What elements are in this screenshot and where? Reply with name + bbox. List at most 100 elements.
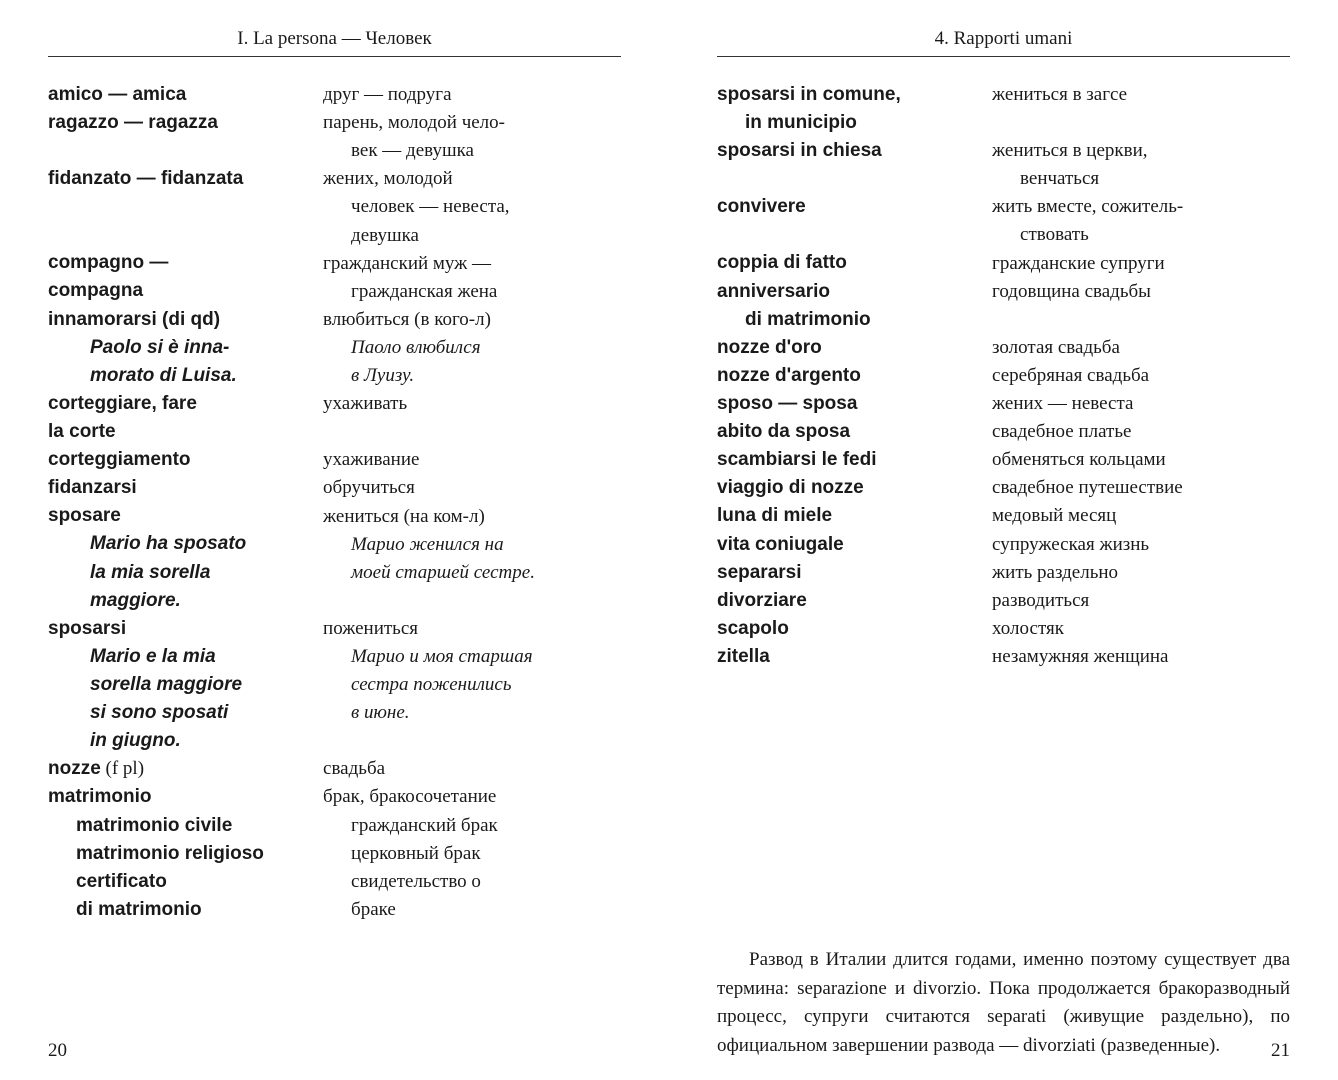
vocab-line: супружеская жизнь	[992, 531, 1290, 559]
right-russian-column: жениться в загсежениться в церкви,венчат…	[992, 81, 1290, 906]
left-page-header: I. La persona — Человек	[48, 28, 621, 57]
vocab-line: morato di Luisa.	[48, 362, 315, 390]
vocab-line	[992, 306, 1290, 334]
vocab-line: maggiore.	[48, 587, 315, 615]
vocab-line	[323, 418, 621, 446]
vocab-line: matrimonio religioso	[48, 840, 315, 868]
vocab-line: Марио женился на	[323, 531, 621, 559]
vocab-line: свадьба	[323, 755, 621, 783]
vocab-line: sposarsi	[48, 615, 315, 643]
vocab-line: церковный брак	[323, 840, 621, 868]
vocab-line	[992, 109, 1290, 137]
vocab-line	[717, 165, 984, 193]
vocab-line: sorella maggiore	[48, 671, 315, 699]
vocab-line: обручиться	[323, 474, 621, 502]
vocab-line: жених — невеста	[992, 390, 1290, 418]
vocab-line: sposarsi in chiesa	[717, 137, 984, 165]
vocab-line: браке	[323, 896, 621, 924]
vocab-line: zitella	[717, 643, 984, 671]
left-page: I. La persona — Человек amico — amicarag…	[0, 0, 669, 1080]
vocab-line: matrimonio	[48, 783, 315, 811]
vocab-line: la mia sorella	[48, 559, 315, 587]
vocab-line: anniversario	[717, 278, 984, 306]
vocab-line: разводиться	[992, 587, 1290, 615]
vocab-line: compagno —	[48, 249, 315, 277]
vocab-line: divorziare	[717, 587, 984, 615]
vocab-line: luna di miele	[717, 502, 984, 530]
vocab-line: ragazzo — ragazza	[48, 109, 315, 137]
vocab-line: брак, бракосочетание	[323, 783, 621, 811]
vocab-line: обменяться кольцами	[992, 446, 1290, 474]
left-vocab-table: amico — amicaragazzo — ragazza fidanzato …	[48, 81, 621, 1060]
left-page-number: 20	[48, 1040, 67, 1062]
vocab-line: незамужняя женщина	[992, 643, 1290, 671]
vocab-line: Марио и моя старшая	[323, 643, 621, 671]
vocab-line	[48, 221, 315, 249]
vocab-line: годовщина свадьбы	[992, 278, 1290, 306]
vocab-line: nozze d'argento	[717, 362, 984, 390]
vocab-line: Paolo si è inna-	[48, 334, 315, 362]
vocab-line: coppia di fatto	[717, 249, 984, 277]
vocab-line: nozze (f pl)	[48, 755, 315, 783]
vocab-line: Mario e la mia	[48, 643, 315, 671]
vocab-line: Mario ha sposato	[48, 530, 315, 558]
vocab-line: sposo — sposa	[717, 390, 984, 418]
vocab-line: ухаживание	[323, 446, 621, 474]
vocab-line: certificato	[48, 868, 315, 896]
explanatory-note: Развод в Италии длится годами, именно по…	[717, 946, 1290, 1060]
vocab-line: la corte	[48, 418, 315, 446]
vocab-line: di matrimonio	[717, 306, 984, 334]
vocab-line: corteggiare, fare	[48, 390, 315, 418]
vocab-line: separarsi	[717, 559, 984, 587]
left-italian-column: amico — amicaragazzo — ragazza fidanzato …	[48, 81, 323, 1060]
vocab-line: свадебное путешествие	[992, 474, 1290, 502]
vocab-line: золотая свадьба	[992, 334, 1290, 362]
vocab-line: жить раздельно	[992, 559, 1290, 587]
right-page-number: 21	[1271, 1040, 1290, 1062]
vocab-line: свадебное платье	[992, 418, 1290, 446]
vocab-line	[323, 727, 621, 755]
vocab-line: моей старшей сестре.	[323, 559, 621, 587]
vocab-line: innamorarsi (di qd)	[48, 306, 315, 334]
vocab-line: in municipio	[717, 109, 984, 137]
vocab-line: scapolo	[717, 615, 984, 643]
vocab-line: человек — невеста,	[323, 193, 621, 221]
vocab-line: влюбиться (в кого-л)	[323, 306, 621, 334]
vocab-line: scambiarsi le fedi	[717, 446, 984, 474]
vocab-line: серебряная свадьба	[992, 362, 1290, 390]
vocab-line: in giugno.	[48, 727, 315, 755]
vocab-line: гражданская жена	[323, 278, 621, 306]
right-italian-column: sposarsi in comune,in municipiosposarsi …	[717, 81, 992, 906]
vocab-line: matrimonio civile	[48, 812, 315, 840]
vocab-line: парень, молодой чело-	[323, 109, 621, 137]
vocab-line: abito da sposa	[717, 418, 984, 446]
vocab-line: Паоло влюбился	[323, 334, 621, 362]
vocab-line: compagna	[48, 277, 315, 305]
right-page: 4. Rapporti umani sposarsi in comune,in …	[669, 0, 1338, 1080]
vocab-line: свидетельство о	[323, 868, 621, 896]
vocab-line: fidanzarsi	[48, 474, 315, 502]
right-page-header: 4. Rapporti umani	[717, 28, 1290, 57]
right-vocab-table: sposarsi in comune,in municipiosposarsi …	[717, 81, 1290, 906]
vocab-line	[48, 193, 315, 221]
vocab-line: в июне.	[323, 699, 621, 727]
vocab-line: венчаться	[992, 165, 1290, 193]
vocab-line: amico — amica	[48, 81, 315, 109]
vocab-line: жениться в загсе	[992, 81, 1290, 109]
vocab-line: viaggio di nozze	[717, 474, 984, 502]
vocab-line: fidanzato — fidanzata	[48, 165, 315, 193]
vocab-line	[717, 221, 984, 249]
vocab-line: девушка	[323, 222, 621, 250]
vocab-line	[323, 587, 621, 615]
vocab-line: жених, молодой	[323, 165, 621, 193]
vocab-line: si sono sposati	[48, 699, 315, 727]
vocab-line: nozze d'oro	[717, 334, 984, 362]
vocab-line: сестра поженились	[323, 671, 621, 699]
vocab-line: ухаживать	[323, 390, 621, 418]
vocab-line: жениться (на ком-л)	[323, 503, 621, 531]
vocab-line	[48, 137, 315, 165]
vocab-line: sposarsi in comune,	[717, 81, 984, 109]
vocab-line: гражданские супруги	[992, 250, 1290, 278]
vocab-line: пожениться	[323, 615, 621, 643]
vocab-line: di matrimonio	[48, 896, 315, 924]
